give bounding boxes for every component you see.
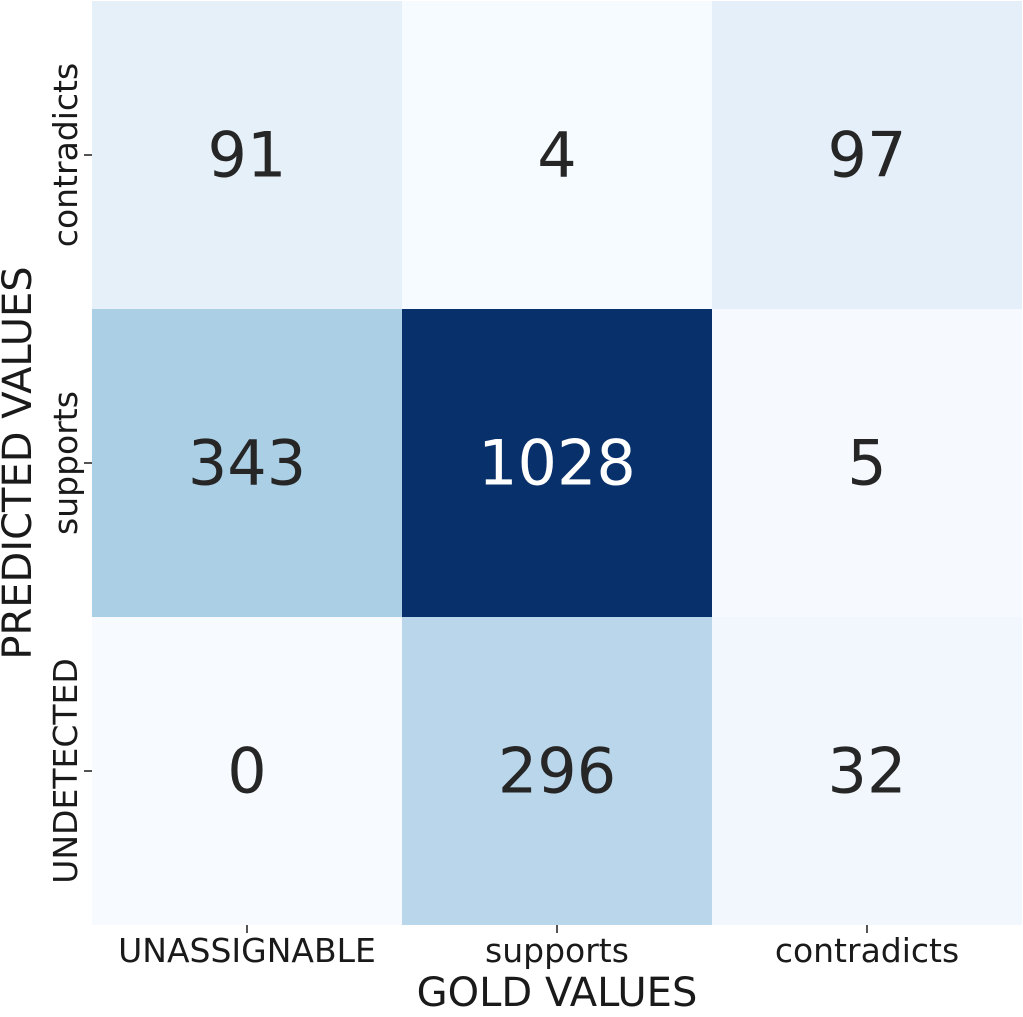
cell-value-label: 91	[208, 119, 287, 192]
x-tick-label: UNASSIGNABLE	[118, 931, 376, 970]
heatmap-cell	[92, 617, 402, 925]
heatmap-cell	[402, 617, 712, 925]
cell-value-label: 4	[537, 119, 576, 192]
cell-value-label: 1028	[478, 427, 636, 500]
heatmap-cell	[712, 1, 1022, 309]
heatmap-cell-labels: 91 4 97 343 1028 5 0 296 32	[188, 119, 907, 808]
y-tick-label: contradicts	[46, 63, 85, 247]
cell-value-label: 343	[188, 427, 306, 500]
heatmap-cell	[712, 309, 1022, 617]
heatmap-cell	[402, 1, 712, 309]
y-axis-title: PREDICTED VALUES	[0, 266, 41, 659]
heatmap-cell	[92, 1, 402, 309]
heatmap-cell	[712, 617, 1022, 925]
cell-value-label: 32	[828, 735, 907, 808]
y-tick-label: UNDETECTED	[46, 658, 85, 884]
cell-value-label: 0	[227, 735, 266, 808]
cell-value-label: 97	[828, 119, 907, 192]
x-tick-label: supports	[485, 931, 629, 970]
x-tick-label: contradicts	[775, 931, 959, 970]
y-axis-ticks: contradicts supports UNDETECTED	[46, 63, 92, 884]
x-axis-ticks: UNASSIGNABLE supports contradicts	[118, 925, 959, 970]
heatmap-cells	[92, 1, 1022, 925]
cell-value-label: 296	[498, 735, 616, 808]
y-tick-label: supports	[46, 391, 85, 535]
heatmap-cell	[92, 309, 402, 617]
cell-value-label: 5	[847, 427, 886, 500]
x-axis-title: GOLD VALUES	[417, 970, 698, 1016]
heatmap-cell	[402, 309, 712, 617]
